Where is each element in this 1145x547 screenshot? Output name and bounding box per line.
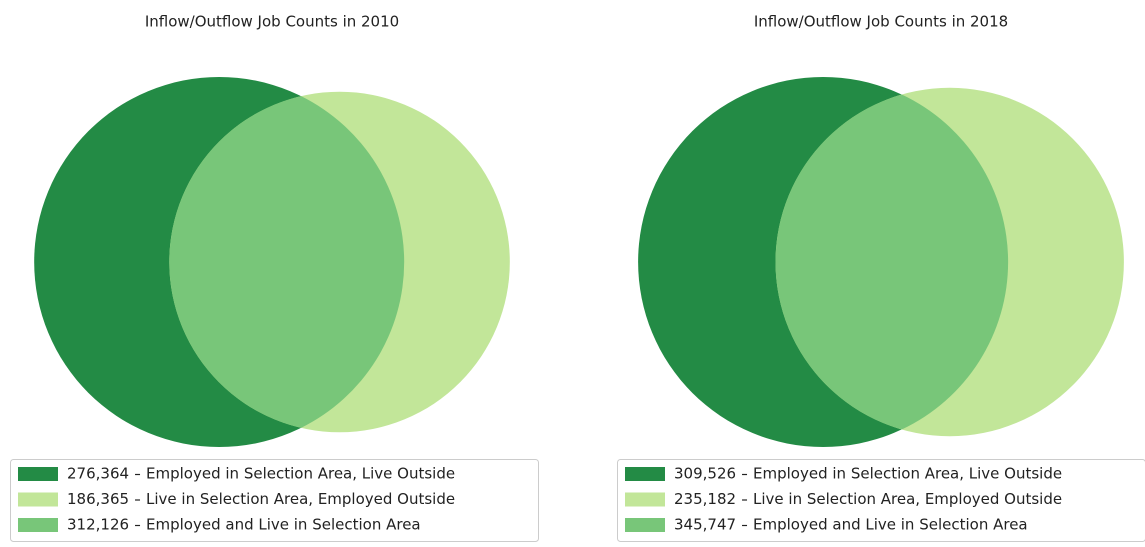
legend-value: 235,182 xyxy=(674,490,736,508)
legend-value: 345,747 xyxy=(674,516,736,534)
legend-label: Live in Selection Area, Employed Outside xyxy=(146,490,455,508)
legend-value: 309,526 xyxy=(674,465,736,483)
legend-swatch xyxy=(18,467,58,481)
legend-value: 276,364 xyxy=(67,465,129,483)
legend-swatch xyxy=(625,493,665,507)
legend-swatch xyxy=(18,493,58,507)
legend-swatch xyxy=(18,518,58,532)
legend-swatch xyxy=(625,518,665,532)
chart-title: Inflow/Outflow Job Counts in 2010 xyxy=(145,13,399,31)
legend-label: Employed in Selection Area, Live Outside xyxy=(753,465,1062,483)
legend-label: Employed and Live in Selection Area xyxy=(753,516,1028,534)
legend-label: Employed and Live in Selection Area xyxy=(146,516,421,534)
legend-value: 186,365 xyxy=(67,490,129,508)
chart-title: Inflow/Outflow Job Counts in 2018 xyxy=(754,13,1008,31)
legend-swatch xyxy=(625,467,665,481)
legend-value: 312,126 xyxy=(67,516,129,534)
legend-label: Live in Selection Area, Employed Outside xyxy=(753,490,1062,508)
legend-label: Employed in Selection Area, Live Outside xyxy=(146,465,455,483)
